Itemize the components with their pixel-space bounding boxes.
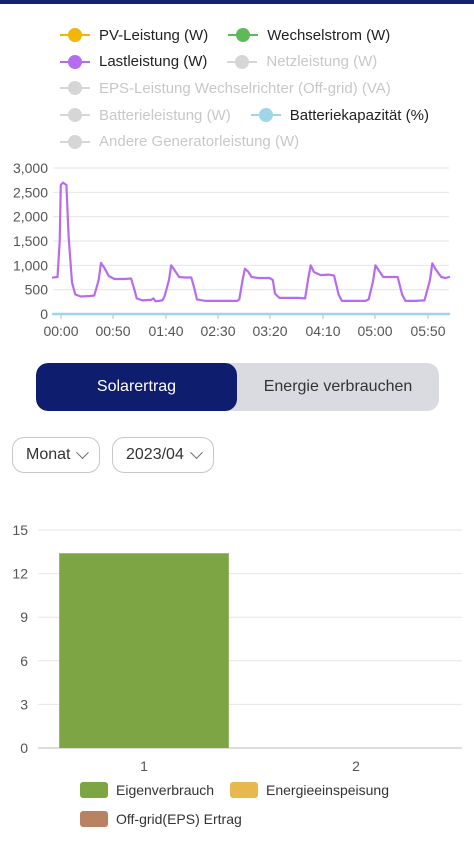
legend-item-batteriekapazitaet[interactable]: Batteriekapazität (%) [250,106,429,124]
legend-swatch-eigenverbrauch [80,782,108,798]
tab-energie-verbrauchen[interactable]: Energie verbrauchen [263,378,413,395]
y-tick-label: 2,500 [13,184,48,200]
tab-solarertrag[interactable]: Solarertrag [36,363,237,411]
legend-item-pv-leistung[interactable]: PV-Leistung (W) [60,27,208,44]
legend-marker-lastleistung [60,54,90,69]
legend-label: PV-Leistung (W) [99,26,209,44]
y-tick-label: 3,000 [13,160,48,176]
x-tick-label: 05:50 [410,323,445,339]
legend-marker-andere [60,134,90,149]
legend-swatch-energieeinspeisung [230,782,258,798]
x-tick-label: 05:00 [357,323,392,339]
legend-label: Eigenverbrauch [116,782,215,798]
legend-item-lastleistung[interactable]: Lastleistung (W) [60,53,207,70]
x-tick-label: 00:00 [43,323,78,339]
legend-item-batterieleistung[interactable]: Batterieleistung (W) [60,107,231,124]
y-tick-label: 9 [20,609,28,625]
y-tick-label: 12 [12,566,28,582]
legend-item-energieeinspeisung[interactable]: Energieeinspeisung [230,782,389,798]
line-chart-legend: PV-Leistung (W) Wechselstrom (W) Lastlei… [60,22,460,155]
y-tick-label: 1,500 [13,233,48,249]
y-tick-label: 15 [12,522,28,538]
y-tick-label: 3 [20,696,28,712]
legend-item-netzleistung[interactable]: Netzleistung (W) [227,53,377,70]
legend-marker-eps [60,81,90,96]
legend-swatch-off-grid [80,811,108,827]
x-tick-label: 1 [140,758,148,774]
legend-label: Andere Generatorleistung (W) [99,133,300,151]
legend-label: Lastleistung (W) [99,53,208,71]
x-tick-label: 02:30 [200,323,235,339]
top-bar [0,0,474,4]
legend-item-off-grid-ertrag[interactable]: Off-grid(EPS) Ertrag [80,811,242,827]
x-tick-label: 04:10 [305,323,340,339]
y-tick-label: 1,000 [13,257,48,273]
legend-item-eigenverbrauch[interactable]: Eigenverbrauch [80,782,214,798]
date-select[interactable]: 2023/04 [112,437,214,473]
legend-marker-netzleistung [227,54,258,69]
series-line [51,181,451,303]
period-select-value: Monat [26,446,71,463]
legend-label: Netzleistung (W) [266,53,378,71]
chevron-down-icon [76,445,90,459]
x-tick-label: 03:20 [252,323,287,339]
y-tick-label: 6 [20,653,28,669]
legend-label: Wechselstrom (W) [267,26,391,44]
legend-label: Batteriekapazität (%) [289,106,429,124]
legend-marker-pv [60,28,90,43]
legend-item-eps-leistung[interactable]: EPS-Leistung Wechselrichter (Off-grid) (… [60,80,391,97]
bar [59,553,229,748]
legend-label: Energieeinspeisung [266,782,389,798]
legend-marker-batteriekapazitaet [250,108,281,123]
legend-marker-wechselstrom [228,28,259,43]
x-tick-label: 01:40 [148,323,183,339]
legend-label: Off-grid(EPS) Ertrag [116,811,242,827]
energy-mode-toggle: Solarertrag Energie verbrauchen [36,363,439,411]
x-tick-label: 2 [352,758,360,774]
legend-marker-batterieleistung [60,108,90,123]
chevron-down-icon [189,445,203,459]
x-tick-label: 00:50 [95,323,130,339]
legend-label: Batterieleistung (W) [99,106,231,124]
power-line-chart: 0 500 1,000 1,500 2,000 2,500 3,000 00:00 00:50 0… [13,160,451,339]
period-select[interactable]: Monat [12,437,100,473]
y-tick-label: 0 [20,740,28,756]
legend-item-andere-generatorleistung[interactable]: Andere Generatorleistung (W) [60,133,299,150]
y-tick-label: 0 [40,306,48,322]
date-select-value: 2023/04 [126,446,184,463]
legend-label: EPS-Leistung Wechselrichter (Off-grid) (… [99,79,391,97]
legend-item-wechselstrom[interactable]: Wechselstrom (W) [228,27,390,44]
y-tick-label: 2,000 [13,209,48,225]
y-tick-label: 500 [25,282,49,298]
